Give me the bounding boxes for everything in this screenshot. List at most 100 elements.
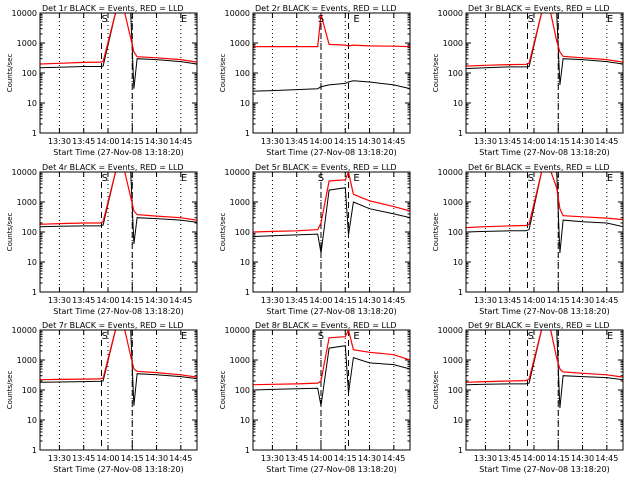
y-axis-label: Counts/sec [219,371,227,410]
x-tick-label: 14:45 [595,137,618,146]
y-tick-label: 10000 [438,168,463,177]
y-tick-label: 10000 [438,326,463,335]
chart-panel: Det 9r BLACK = Events, RED = LLD Counts/s… [432,321,624,474]
events-series-line [40,330,197,406]
y-tick-label: 10000 [12,9,37,18]
marker-label: S [318,14,324,25]
y-tick-label: 10 [27,99,37,108]
y-tick-label: 10000 [225,168,250,177]
x-tick-label: 14:15 [334,454,357,463]
x-tick-label: 14:00 [309,454,332,463]
x-tick-label: 14:00 [96,137,119,146]
x-tick-label: 13:30 [474,296,497,305]
y-tick-label: 10000 [12,326,37,335]
chart-panel: Det 8r BLACK = Events, RED = LLD Counts/s… [219,321,411,474]
plot-frame [465,171,624,293]
chart-panel: Det 1r BLACK = Events, RED = LLD Counts/s… [6,4,198,157]
x-tick-label: 13:45 [72,296,95,305]
x-tick-label: 14:30 [145,296,168,305]
events-series-line [466,13,623,85]
y-tick-label: 100 [235,69,250,78]
y-tick-label: 1 [245,446,250,455]
events-series-line [466,172,623,254]
y-tick-label: 1000 [17,39,37,48]
events-series-line [253,345,410,406]
y-tick-label: 100 [448,386,463,395]
marker-label: S [318,331,324,342]
y-tick-label: 1000 [443,198,463,207]
chart-panel: Det 6r BLACK = Events, RED = LLD Counts/s… [432,163,624,316]
lld-series-line [253,330,410,386]
y-axis-label: Counts/sec [432,54,440,93]
x-tick-label: 13:45 [498,137,521,146]
y-tick-label: 10 [453,99,463,108]
marker-label: S [102,173,108,184]
x-tick-label: 14:15 [547,296,570,305]
y-axis-label: Counts/sec [6,54,14,93]
x-tick-label: 13:30 [474,137,497,146]
x-tick-label: 13:45 [498,454,521,463]
marker-label: S [528,331,534,342]
x-tick-label: 14:30 [145,137,168,146]
marker-label: E [181,173,187,184]
x-tick-label: 13:45 [285,296,308,305]
y-tick-label: 100 [22,69,37,78]
x-tick-label: 13:30 [48,137,71,146]
plot-frame [39,329,198,451]
lld-series-line [466,172,623,229]
y-axis-label: Counts/sec [6,213,14,252]
x-tick-label: 14:30 [358,454,381,463]
events-series-line [253,187,410,254]
x-tick-label: 13:30 [474,454,497,463]
x-tick-label: 14:00 [522,137,545,146]
lld-series-line [466,330,623,383]
y-tick-label: 1 [32,446,37,455]
marker-label: E [181,14,187,25]
chart-title: Det 6r BLACK = Events, RED = LLD [468,163,610,172]
y-tick-label: 1 [32,288,37,297]
x-tick-label: 14:30 [145,454,168,463]
x-tick-label: 14:15 [334,296,357,305]
chart-panel: Det 5r BLACK = Events, RED = LLD Counts/s… [219,163,411,316]
chart-title: Det 8r BLACK = Events, RED = LLD [255,321,397,330]
marker-label: E [607,14,613,25]
x-tick-label: 14:30 [571,296,594,305]
x-tick-label: 13:30 [261,454,284,463]
x-axis-label: Start Time (27-Nov-08 13:18:20) [53,148,183,157]
x-tick-label: 14:45 [169,137,192,146]
y-tick-label: 1 [458,129,463,138]
y-tick-label: 10000 [12,168,37,177]
y-tick-label: 10 [240,416,250,425]
y-tick-label: 100 [448,228,463,237]
x-tick-label: 14:15 [334,137,357,146]
x-tick-label: 14:30 [571,137,594,146]
x-axis-label: Start Time (27-Nov-08 13:18:20) [266,148,396,157]
chart-title: Det 3r BLACK = Events, RED = LLD [468,4,610,13]
y-tick-label: 10 [453,416,463,425]
marker-label: S [102,331,108,342]
x-tick-label: 14:00 [96,296,119,305]
x-tick-label: 13:45 [72,454,95,463]
y-tick-label: 1000 [443,39,463,48]
x-tick-label: 14:30 [358,296,381,305]
x-tick-label: 13:45 [498,296,521,305]
lld-series-line [466,13,623,67]
x-tick-label: 14:15 [547,454,570,463]
marker-label: S [528,14,534,25]
y-tick-label: 100 [235,228,250,237]
y-tick-label: 10 [453,258,463,267]
lld-series-line [253,14,410,48]
y-tick-label: 10000 [225,326,250,335]
marker-label: E [607,331,613,342]
chart-title: Det 7r BLACK = Events, RED = LLD [42,321,184,330]
lld-series-line [40,13,197,65]
y-axis-label: Counts/sec [432,213,440,252]
y-tick-label: 10 [27,416,37,425]
chart-panel: Det 4r BLACK = Events, RED = LLD Counts/s… [6,163,198,316]
events-series-line [466,330,623,409]
y-axis-label: Counts/sec [6,371,14,410]
x-tick-label: 14:15 [121,137,144,146]
plot-frame [465,329,624,451]
y-tick-label: 1 [32,129,37,138]
y-tick-label: 1000 [17,198,37,207]
